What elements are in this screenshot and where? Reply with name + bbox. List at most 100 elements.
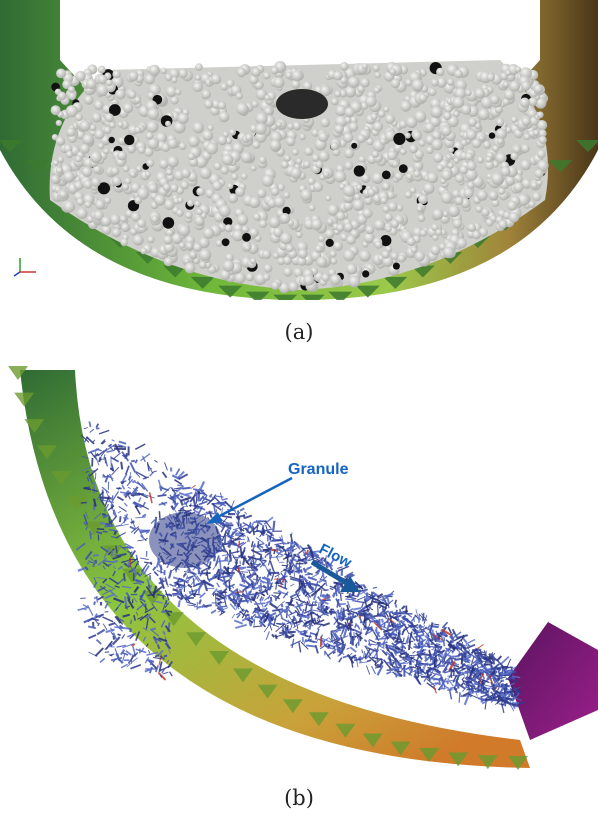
bond <box>220 525 226 533</box>
particle <box>160 67 167 75</box>
particle <box>441 169 453 181</box>
bond <box>395 624 397 633</box>
particle <box>344 116 352 124</box>
bond <box>483 656 490 663</box>
bond <box>274 573 281 578</box>
bond <box>462 638 468 644</box>
bond <box>105 628 115 634</box>
bond <box>94 619 99 624</box>
bond <box>135 554 140 565</box>
flow-arrowhead <box>340 576 360 592</box>
bond <box>129 525 136 531</box>
bond <box>414 663 419 669</box>
particle <box>406 237 416 247</box>
bond <box>118 658 124 664</box>
bond <box>216 549 224 553</box>
particle <box>201 89 211 100</box>
particle <box>484 160 494 170</box>
particle <box>356 184 363 191</box>
bond <box>145 643 149 647</box>
particle <box>331 97 339 106</box>
particle <box>205 142 218 155</box>
bond <box>131 642 136 647</box>
bond <box>311 602 314 612</box>
bond <box>152 656 162 660</box>
particle <box>358 155 366 163</box>
bond <box>290 583 295 587</box>
particle <box>452 218 463 229</box>
bond <box>131 459 135 463</box>
bond <box>146 462 150 472</box>
bond <box>129 551 133 555</box>
bond <box>161 668 165 674</box>
particle <box>57 156 64 163</box>
tracer-particle <box>282 206 291 215</box>
bond <box>132 487 139 492</box>
particle <box>442 210 449 218</box>
particle <box>390 252 399 261</box>
bond <box>123 502 128 507</box>
bond <box>116 496 124 502</box>
bond <box>262 584 268 589</box>
particle <box>285 136 296 147</box>
bond <box>305 621 314 627</box>
bond <box>415 609 419 617</box>
particle <box>503 89 515 101</box>
particle <box>436 77 447 88</box>
particle <box>101 225 112 235</box>
particle <box>419 229 428 237</box>
particle <box>509 80 520 92</box>
particle <box>312 181 324 192</box>
bond <box>269 560 275 572</box>
bond <box>156 569 165 574</box>
bond <box>259 612 265 615</box>
particle <box>171 76 178 84</box>
particle <box>255 122 267 135</box>
bond <box>280 535 285 546</box>
bond <box>476 664 480 669</box>
bond <box>280 603 284 608</box>
particle <box>528 97 538 107</box>
particle <box>199 167 212 180</box>
particle <box>430 245 441 256</box>
particle <box>170 96 179 105</box>
bond <box>91 489 98 492</box>
bond <box>441 679 445 689</box>
tracer-particle <box>162 217 175 229</box>
particle <box>184 262 196 274</box>
particle <box>165 228 174 237</box>
particle <box>117 136 127 146</box>
bond <box>154 654 160 658</box>
bond <box>373 622 383 631</box>
particle <box>90 151 102 164</box>
bond <box>450 657 454 662</box>
particle <box>432 234 439 241</box>
bond <box>177 577 181 582</box>
bond <box>122 643 134 649</box>
particle <box>344 222 353 232</box>
bond <box>479 672 485 680</box>
particle <box>367 188 376 197</box>
particle <box>283 267 293 277</box>
bond <box>115 607 119 611</box>
bond <box>108 654 113 657</box>
particle <box>335 211 346 221</box>
bond <box>363 598 369 611</box>
bond <box>214 592 225 600</box>
bond <box>401 614 407 619</box>
particle <box>447 162 454 169</box>
bond <box>511 676 515 681</box>
particle <box>537 159 549 172</box>
particle <box>508 212 520 223</box>
bond <box>224 535 227 544</box>
bond <box>160 620 166 628</box>
bond <box>145 613 152 619</box>
bond <box>426 624 432 630</box>
bond <box>440 652 444 656</box>
bond <box>294 569 303 573</box>
particle <box>373 86 381 94</box>
bond <box>447 675 456 677</box>
bond <box>238 589 245 595</box>
bond <box>368 655 376 663</box>
bond <box>102 616 114 623</box>
